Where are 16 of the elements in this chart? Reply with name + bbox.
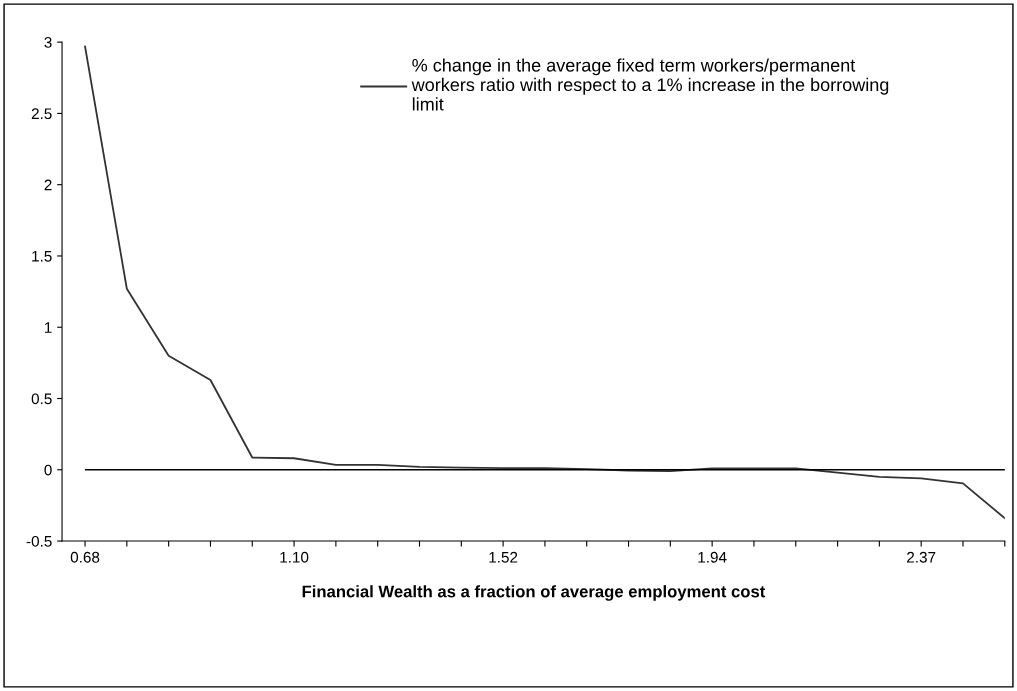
x-tick-label: 2.37: [907, 551, 936, 563]
x-tick-label: 1.52: [489, 551, 518, 563]
y-tick-label: 0.5: [31, 393, 52, 405]
y-tick-label: 0: [44, 464, 52, 476]
x-tick-label: 1.94: [698, 551, 727, 563]
y-tick-label: -0.5: [26, 535, 52, 547]
x-axis-title: Financial Wealth as a fraction of average employment cost: [302, 585, 766, 601]
x-tick-label: 0.68: [70, 551, 100, 563]
legend-label: % change in the average fixed term workers/permanent workers ratio with respect to a 1% increase in the borrowing limit: [411, 58, 889, 111]
y-tick-label: 1.5: [32, 250, 52, 262]
y-tick-label: 2: [44, 179, 52, 191]
line-series: [84, 45, 1005, 520]
y-tick-label: 3: [44, 37, 52, 48]
x-tick-label: 1.10: [280, 551, 309, 563]
y-tick-label: 1: [44, 322, 52, 333]
y-tick-label: 2.5: [31, 108, 52, 120]
